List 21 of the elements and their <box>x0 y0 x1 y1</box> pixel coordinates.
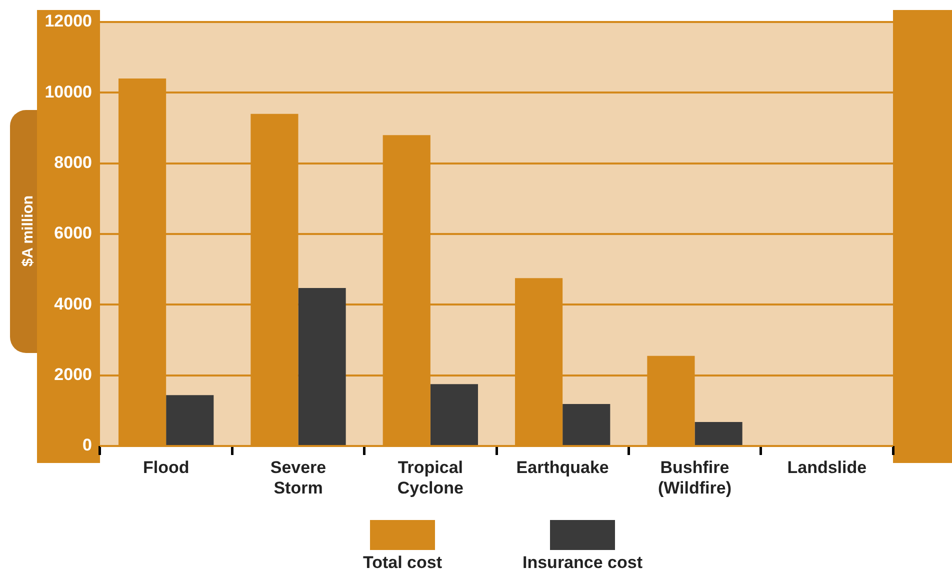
x-tick-label: Landslide <box>787 458 867 477</box>
x-tick-label: Flood <box>142 458 190 477</box>
x-tick-label: Earthquake <box>516 458 609 477</box>
bar <box>166 395 214 445</box>
legend-label: Insurance cost <box>522 553 642 573</box>
x-tick-label: Severe Storm <box>270 458 326 498</box>
bar <box>430 384 478 445</box>
bar <box>694 422 742 445</box>
bar <box>298 288 346 445</box>
legend-label: Total cost <box>362 553 442 573</box>
y-tick-label: 8000 <box>54 153 92 172</box>
y-tick-label: 0 <box>82 436 92 455</box>
x-tick-label: Tropical Cyclone <box>397 458 464 498</box>
bar <box>562 404 610 445</box>
y-tick-label: 4000 <box>54 294 92 314</box>
y-tick-label: 12000 <box>44 12 92 31</box>
x-tick-label: Bushfire (Wildfire) <box>658 458 732 498</box>
y-tick-label: 10000 <box>44 82 92 102</box>
y-tick-label: 6000 <box>54 224 92 243</box>
y-tick-label: 2000 <box>54 365 92 384</box>
y-axis-title: $A million <box>20 195 36 267</box>
